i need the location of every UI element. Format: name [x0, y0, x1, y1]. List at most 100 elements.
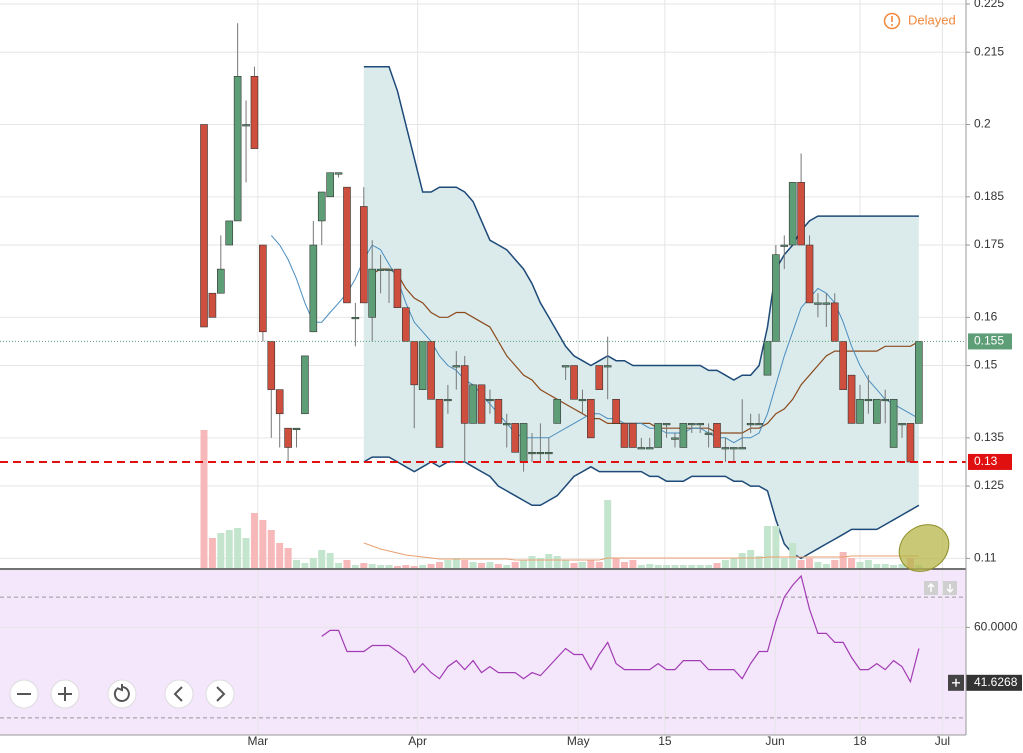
candle-body [477, 384, 486, 424]
rsi-value-tag [966, 674, 1022, 691]
volume-bar [284, 548, 292, 568]
y-tick-label: 0.225 [974, 0, 1004, 10]
volume-bar [393, 566, 401, 568]
volume-bar [848, 558, 856, 568]
candle-body [906, 423, 915, 463]
last-price-tag [968, 333, 1012, 350]
move-down-icon [946, 584, 954, 594]
volume-bar [780, 558, 788, 568]
candle-body [519, 423, 528, 463]
candle-body [536, 452, 545, 455]
reset-button[interactable] [107, 679, 137, 709]
candle-body [393, 268, 402, 308]
volume-bar [242, 538, 250, 568]
rsi-panel [0, 570, 966, 735]
volume-bar [562, 560, 570, 568]
candle-body [898, 423, 906, 426]
y-tick-label: 0.125 [974, 478, 1004, 492]
x-tick-label: 18 [853, 734, 867, 748]
candle-body [317, 191, 326, 222]
candle-body [545, 452, 553, 455]
volume-bar [721, 560, 729, 568]
x-tick-label: Jul [935, 734, 950, 748]
candle-body [746, 423, 755, 426]
volume-bar [368, 564, 376, 568]
volume-bar [528, 556, 536, 568]
candle-body [225, 220, 234, 246]
volume-bar [494, 564, 502, 568]
rsi-line [321, 574, 920, 684]
candle-body [654, 423, 662, 448]
candle-body [368, 268, 377, 318]
candle-body [830, 302, 839, 342]
candle-body [814, 302, 822, 305]
candle-body [275, 389, 284, 415]
candle-body [822, 302, 831, 305]
volume-bar [343, 560, 351, 568]
volume-bar [301, 563, 309, 568]
volume-bar [688, 565, 696, 568]
volume-bar [545, 554, 553, 568]
volume-bar [318, 550, 326, 568]
zoom-controls [9, 679, 235, 709]
candle-body [587, 398, 595, 439]
candle-body [637, 447, 646, 450]
candle-body [267, 341, 276, 390]
band-middle [371, 268, 920, 434]
rsi-tick-label: 60.0000 [974, 620, 1018, 634]
last-price-label: 0.155 [974, 334, 1004, 348]
volume-bar [747, 550, 755, 568]
candle-body [738, 447, 747, 450]
y-tick-label: 0.11 [974, 551, 997, 565]
volume-bar [604, 500, 612, 568]
volume-bar [326, 553, 334, 568]
y-tick-label: 0.185 [974, 189, 1004, 203]
volume-bar [730, 558, 738, 568]
volume-bar [478, 563, 486, 568]
scroll-right-button[interactable] [205, 679, 235, 709]
volume-bar [629, 560, 637, 568]
candle-body [570, 365, 578, 400]
candle-body [553, 398, 562, 424]
volume-bar [461, 560, 469, 568]
candle-body [872, 398, 881, 424]
volume-bar [663, 565, 671, 568]
alert-tag [968, 453, 1012, 470]
candle-body [292, 427, 301, 431]
candle-body [704, 432, 713, 435]
candle-body [889, 398, 898, 448]
volume-bar [679, 565, 687, 568]
candle-body [309, 244, 318, 333]
volume-bar [772, 526, 780, 568]
volume-bar [385, 565, 393, 568]
highlight-annotation [898, 524, 950, 572]
volume-bar [637, 565, 645, 568]
x-tick-label: 15 [658, 734, 672, 748]
candle-body [915, 341, 923, 424]
volume-bar [621, 562, 628, 568]
x-tick-label: May [567, 734, 590, 748]
candle-body [788, 182, 797, 246]
candle-body [856, 398, 864, 424]
volume-bar [898, 564, 906, 568]
volume-bar [234, 528, 242, 568]
band-fill [363, 66, 919, 559]
delayed-icon [891, 24, 893, 26]
volume-bar [864, 560, 872, 568]
candle-body [376, 268, 385, 271]
rsi-value-button-icon [952, 678, 960, 687]
candle-body [200, 124, 208, 328]
volume-ma [363, 542, 919, 561]
candle-body [427, 341, 435, 400]
candle-body [730, 447, 738, 450]
move-up-icon [927, 582, 935, 592]
volume-bar [377, 565, 385, 568]
scroll-left-button[interactable] [164, 679, 194, 709]
volume-bar [351, 565, 359, 568]
volume-bar [646, 564, 654, 568]
candle-body [242, 124, 250, 127]
candle-body [418, 341, 427, 390]
candle-body [561, 365, 570, 368]
volume-bar [595, 562, 603, 568]
candle-body [494, 398, 503, 424]
